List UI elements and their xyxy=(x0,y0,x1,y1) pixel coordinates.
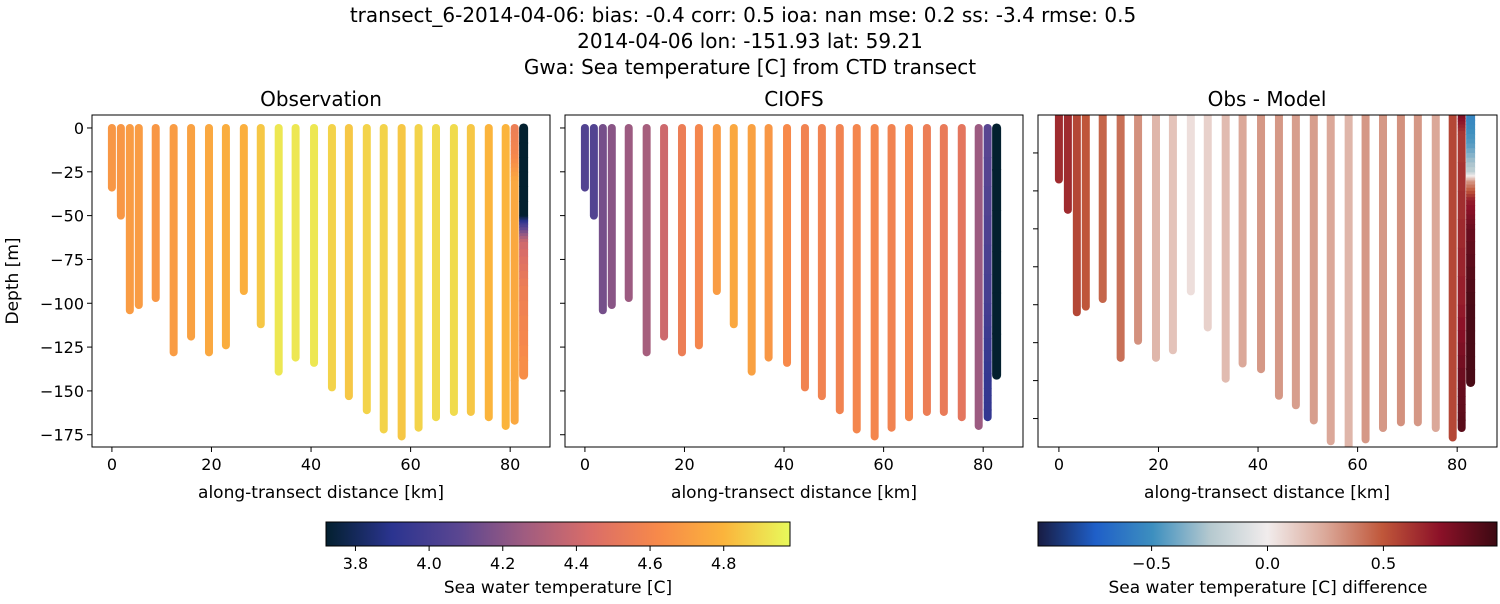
profiles xyxy=(107,123,529,441)
plot-area-obs: 0 20 40 60 80 0 −25 −50 −75 −100 −125 −150 −175 xyxy=(40,114,551,474)
y-tick-label: −175 xyxy=(40,426,84,445)
x-tick-label: 20 xyxy=(674,455,694,474)
panel-ciofs: CIOFS along-transect distance [km] xyxy=(671,87,917,503)
figure-title-line-1: transect_6-2014-04-06: bias: -0.4 corr: … xyxy=(350,3,1136,27)
plot-area-diff: 0 20 40 60 80 xyxy=(1033,114,1498,474)
y-tick-label: 0 xyxy=(74,119,84,138)
axes-frame xyxy=(91,114,551,448)
x-tick-label: 40 xyxy=(774,455,794,474)
x-tick-label: 20 xyxy=(1148,455,1168,474)
axes-frame xyxy=(1037,114,1498,448)
x-axis-label: along-transect distance [km] xyxy=(1144,483,1390,503)
colorbar-tick-label: 4.8 xyxy=(711,554,736,573)
colorbar-gradient xyxy=(325,521,791,547)
x-tick-label: 0 xyxy=(1054,455,1064,474)
y-tick-label: −150 xyxy=(40,382,84,401)
colorbar-tick-label: 4.2 xyxy=(490,554,515,573)
colorbar-tick-label: 3.8 xyxy=(343,554,368,573)
plot-area-model: 0 20 40 60 80 xyxy=(560,114,1024,474)
panel-obs-minus-model: Obs - Model along-transect distance [km] xyxy=(1144,87,1390,503)
colorbar-tick-label: 4.6 xyxy=(637,554,662,573)
y-tick-label: −50 xyxy=(50,207,84,226)
colorbar-gradient xyxy=(1037,521,1498,547)
colorbar-label: Sea water temperature [C] difference xyxy=(1108,578,1427,598)
colorbar-tick-label: 4.0 xyxy=(416,554,441,573)
x-tick-label: 20 xyxy=(201,455,221,474)
colorbar-difference: Sea water temperature [C] difference xyxy=(1108,578,1427,598)
x-tick-label: 60 xyxy=(400,455,420,474)
colorbar-tick-label: 4.4 xyxy=(564,554,589,573)
y-tick-label: −100 xyxy=(40,294,84,313)
profiles xyxy=(580,123,1002,441)
x-tick-label: 40 xyxy=(1248,455,1268,474)
panel-title: CIOFS xyxy=(764,87,823,111)
axes-frame xyxy=(564,114,1024,448)
figure-title-line-2: 2014-04-06 lon: -151.93 lat: 59.21 xyxy=(577,29,923,53)
x-tick-label: 40 xyxy=(301,455,321,474)
colorbar-temperature: Sea water temperature [C] xyxy=(444,578,672,598)
x-tick-label: 80 xyxy=(1447,455,1467,474)
x-tick-label: 0 xyxy=(107,455,117,474)
colorbar-tick-label: 0.0 xyxy=(1255,554,1280,573)
x-tick-label: 0 xyxy=(580,455,590,474)
x-tick-label: 80 xyxy=(973,455,993,474)
y-tick-label: −125 xyxy=(40,338,84,357)
colorbar-temperature-bar: 3.8 4.0 4.2 4.4 4.6 4.8 xyxy=(325,521,791,573)
y-tick-label: −25 xyxy=(50,163,84,182)
x-axis-label: along-transect distance [km] xyxy=(671,483,917,503)
y-axis-label: Depth [m] xyxy=(3,237,23,324)
colorbar-tick-label: 0.5 xyxy=(1371,554,1396,573)
colorbar-tick-label: −0.5 xyxy=(1132,554,1171,573)
y-tick-label: −75 xyxy=(50,250,84,269)
colorbar-label: Sea water temperature [C] xyxy=(444,578,672,598)
x-tick-label: 60 xyxy=(1347,455,1367,474)
profiles xyxy=(1054,115,1476,447)
panel-title: Observation xyxy=(260,87,382,111)
panel-observation: Observation along-transect distance [km]… xyxy=(3,87,444,503)
x-tick-label: 60 xyxy=(873,455,893,474)
x-tick-label: 80 xyxy=(500,455,520,474)
panel-title: Obs - Model xyxy=(1208,87,1327,111)
x-axis-label: along-transect distance [km] xyxy=(198,483,444,503)
colorbar-difference-bar: −0.5 0.0 0.5 xyxy=(1037,521,1498,573)
figure-title-line-3: Gwa: Sea temperature [C] from CTD transe… xyxy=(524,55,976,79)
